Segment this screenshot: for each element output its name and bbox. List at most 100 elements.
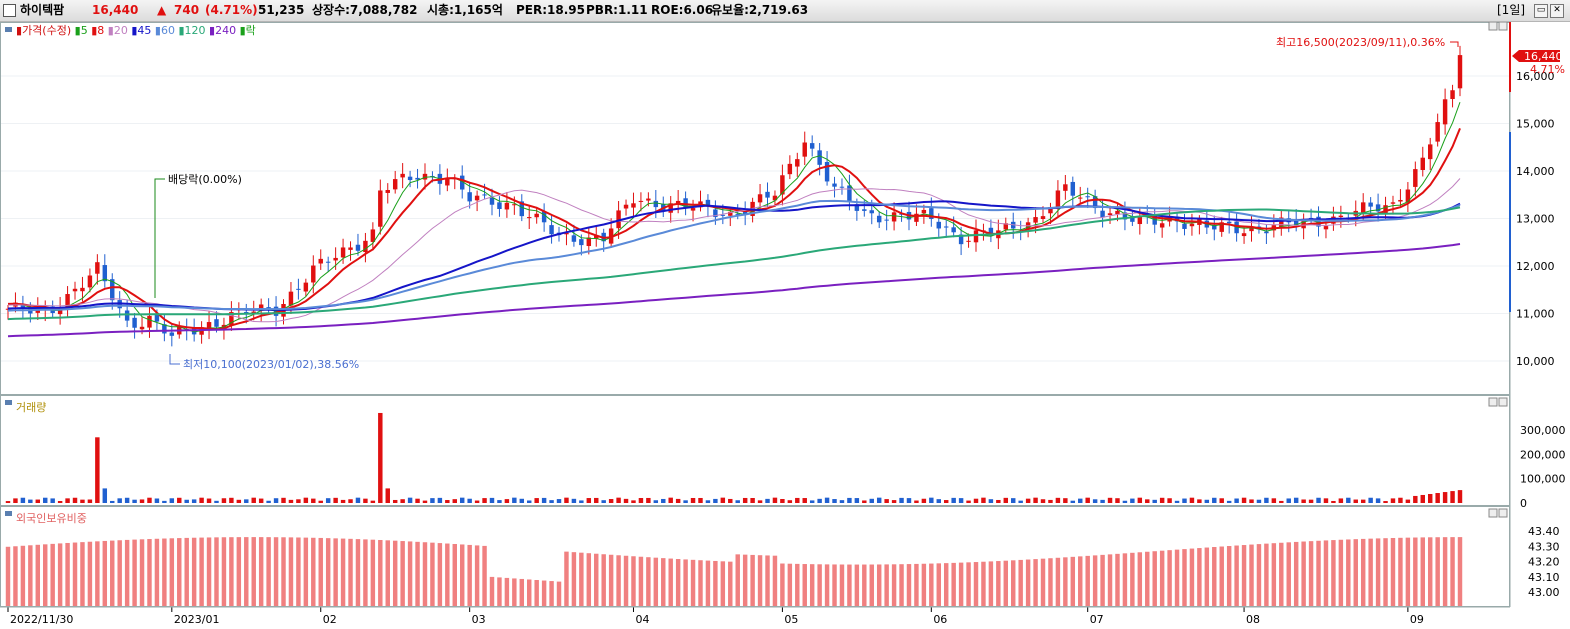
candle-body [1293,219,1299,226]
period-selector[interactable]: [1일] [1497,3,1526,17]
volume-bar [303,497,309,503]
foreign-bar [132,539,137,606]
legend-label: 240 [215,24,236,37]
volume-bar [1182,498,1187,503]
volume-bar [1167,498,1172,503]
volume-bar [1427,493,1433,503]
volume-value: 51,235 [258,3,305,17]
foreign-bar [110,540,115,606]
foreign-bar [154,538,160,606]
volume-bar [534,498,539,503]
foreign-bar [1003,560,1009,606]
volume-bar [661,498,666,503]
candle-body [489,197,495,205]
foreign-bar [884,564,889,606]
foreign-panel-min-button[interactable] [1488,508,1498,518]
volume-bar [1405,499,1411,503]
foreign-bar [1405,537,1411,606]
foreign-bar [288,537,294,606]
volume-bar [467,498,472,503]
candle-body [318,258,323,264]
price-tick-label: 10,000 [1516,355,1555,368]
foreign-bar [996,561,1001,606]
foreign-bar [683,559,688,606]
foreign-bar [653,557,659,606]
legend-label: 가격(수정) [22,24,71,37]
foreign-bar [1219,546,1224,606]
foreign-bar [772,555,778,606]
candle-body [631,203,636,208]
foreign-tick-label: 43.20 [1528,556,1560,569]
volume-bar [251,497,256,503]
volume-bar [668,497,673,503]
close-icon[interactable]: ✕ [1550,4,1564,18]
volume-tick-label: 200,000 [1520,448,1566,461]
restore-icon[interactable]: ▭ [1534,4,1548,18]
volume-bar [556,499,562,503]
volume-bar [735,500,740,503]
foreign-bar [20,545,26,606]
x-tick-label: 07 [1090,613,1104,626]
candle-body [258,304,264,311]
volume-bar [95,437,100,503]
volume-bar [1145,499,1150,503]
volume-panel-frame [0,395,1510,506]
volume-bar [1308,499,1314,503]
candle-body [422,173,428,180]
volume-bar [474,500,480,503]
volume-bar [43,497,48,503]
foreign-bar [1323,540,1329,606]
volume-bar [1450,491,1455,503]
volume-bar [683,500,688,503]
candle-body [392,179,398,190]
candle-body [65,294,70,310]
volume-panel-close-button[interactable] [1498,397,1508,407]
volume-bar [13,498,18,503]
foreign-panel-close-button[interactable] [1498,508,1508,518]
volume-bar [1442,492,1448,503]
candle-body [1398,199,1403,202]
volume-bar [392,499,398,503]
volume-bar [452,499,457,503]
select-checkbox[interactable] [3,4,16,17]
foreign-bar [795,563,800,606]
foreign-bar [541,580,547,606]
candle-body [1100,210,1105,218]
volume-bar [705,500,711,503]
legend-swatch: ▮ [88,24,98,37]
candle-body [296,288,301,290]
volume-bar [154,498,160,503]
foreign-bar [1368,538,1373,606]
volume-bar [80,499,85,503]
volume-bar [1018,500,1023,503]
volume-bar [891,500,897,503]
volume-bar [757,500,763,503]
foreign-bar [1115,553,1120,606]
title-bar: 하이텍팜 16,440 ▲ 740 (4.71%) 51,235 상장수:7,0… [0,0,1570,22]
foreign-bar [564,551,569,606]
x-tick-label: 03 [472,613,486,626]
foreign-bar [646,557,651,606]
axes: 16,000 15,000 14,000 13,000 12,000 11,000 10,0… [0,70,1566,626]
foreign-bar [914,563,919,606]
price-panel-close-button[interactable] [1498,22,1508,31]
volume-bar [742,497,748,503]
volume-bar [921,498,927,503]
foreign-bar [862,564,867,606]
candle-body [653,200,659,208]
legend-label: 5 [81,24,88,37]
price-panel-min-button[interactable] [1488,22,1498,31]
candle-body [1115,210,1120,215]
volume-bar [1286,498,1291,503]
volume-panel-min-button[interactable] [1488,397,1498,407]
volume-bar [1353,499,1358,503]
foreign-bar [281,537,286,606]
volume-bar [504,499,510,503]
volume-legend: 거래량 [5,400,46,414]
foreign-bar [102,540,108,606]
foreign-bar [1375,538,1381,606]
foreign-bar [534,580,539,606]
candle-body [20,305,26,309]
candle-body [683,198,688,209]
foreign-bar [921,563,927,606]
